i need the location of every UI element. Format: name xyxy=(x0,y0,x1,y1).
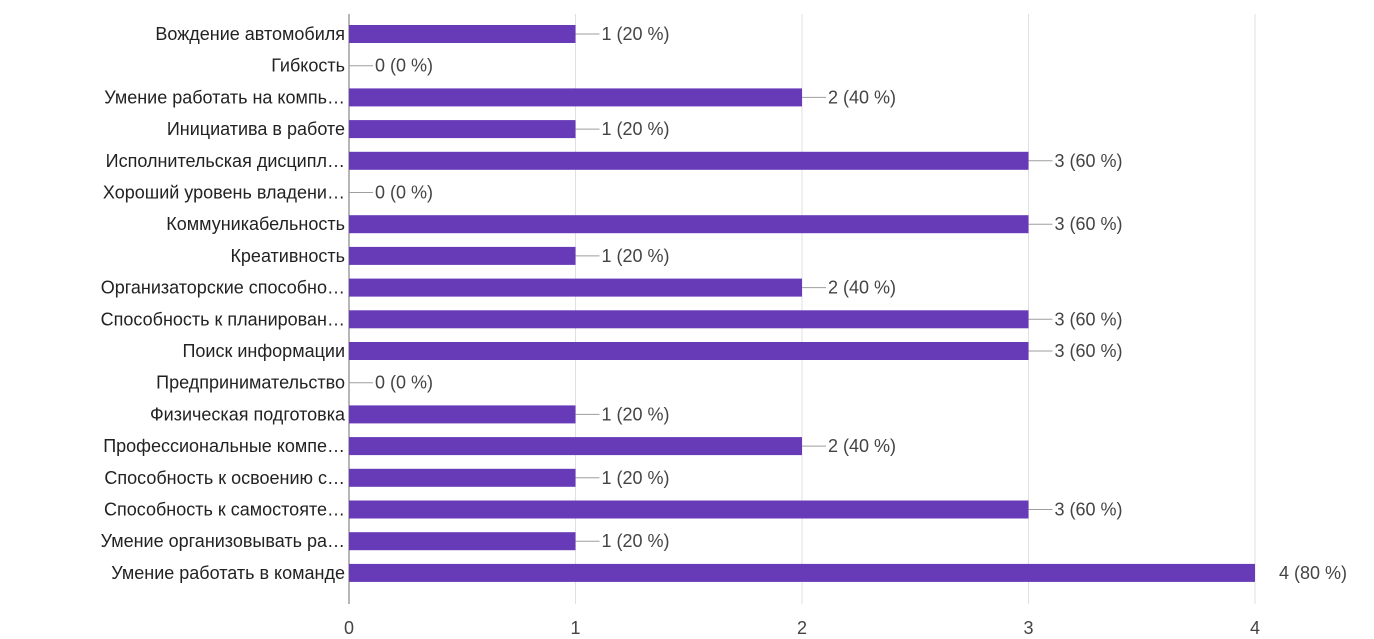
bar xyxy=(349,151,1029,170)
data-label: 1 (20 %) xyxy=(602,119,670,139)
category-label: Умение работать в команде xyxy=(111,563,345,583)
data-label: 3 (60 %) xyxy=(1055,341,1123,361)
category-label: Умение работать на компь… xyxy=(104,87,345,107)
bar xyxy=(349,500,1029,519)
category-label: Профессиональные компе… xyxy=(103,436,345,456)
bar xyxy=(349,468,576,487)
data-label: 1 (20 %) xyxy=(602,246,670,266)
data-label: 3 (60 %) xyxy=(1055,500,1123,520)
data-label: 1 (20 %) xyxy=(602,24,670,44)
bar xyxy=(349,88,802,107)
bar xyxy=(349,405,576,424)
bar xyxy=(349,215,1029,234)
data-label: 2 (40 %) xyxy=(828,436,896,456)
x-tick-label: 1 xyxy=(570,618,580,638)
data-label: 3 (60 %) xyxy=(1055,151,1123,171)
category-label: Поиск информации xyxy=(182,341,345,361)
category-label: Вождение автомобиля xyxy=(155,24,345,44)
x-tick-label: 3 xyxy=(1023,618,1033,638)
category-label: Организаторские способно… xyxy=(101,278,345,298)
category-label: Способность к освоению с… xyxy=(104,468,345,488)
category-label: Физическая подготовка xyxy=(150,404,346,424)
bar xyxy=(349,120,576,139)
bar xyxy=(349,437,802,456)
category-label: Креативность xyxy=(230,246,345,266)
data-label: 2 (40 %) xyxy=(828,278,896,298)
data-label: 0 (0 %) xyxy=(375,373,433,393)
category-label: Исполнительская дисципл… xyxy=(106,151,345,171)
category-label: Способность к планирован… xyxy=(101,309,345,329)
data-label: 1 (20 %) xyxy=(602,531,670,551)
category-label: Гибкость xyxy=(271,56,345,76)
data-label: 1 (20 %) xyxy=(602,468,670,488)
bar xyxy=(349,278,802,297)
category-label: Умение организовывать ра… xyxy=(101,531,345,551)
bar xyxy=(349,246,576,265)
category-label: Хороший уровень владени… xyxy=(103,183,345,203)
category-label: Коммуникабельность xyxy=(166,214,345,234)
bar xyxy=(349,532,576,551)
data-label: 0 (0 %) xyxy=(375,56,433,76)
data-label: 0 (0 %) xyxy=(375,183,433,203)
bar xyxy=(349,25,576,43)
bar xyxy=(349,342,1029,360)
data-label: 3 (60 %) xyxy=(1055,214,1123,234)
category-label: Инициатива в работе xyxy=(167,119,345,139)
category-label: Предпринимательство xyxy=(156,373,345,393)
category-label: Способность к самостояте… xyxy=(104,500,345,520)
x-tick-label: 2 xyxy=(797,618,807,638)
bar xyxy=(349,563,1255,582)
data-label: 1 (20 %) xyxy=(602,404,670,424)
x-tick-label: 4 xyxy=(1250,618,1260,638)
data-label: 2 (40 %) xyxy=(828,87,896,107)
bar xyxy=(349,310,1029,329)
data-label: 4 (80 %) xyxy=(1279,563,1347,583)
x-tick-label: 0 xyxy=(344,618,354,638)
data-label: 3 (60 %) xyxy=(1055,309,1123,329)
